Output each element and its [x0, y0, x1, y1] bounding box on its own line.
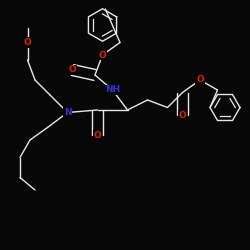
Text: O: O — [68, 66, 76, 74]
Text: O: O — [98, 50, 106, 59]
Text: O: O — [178, 110, 186, 120]
Text: O: O — [94, 130, 102, 140]
Text: O: O — [24, 38, 32, 47]
Text: N: N — [64, 108, 71, 117]
Text: O: O — [196, 76, 204, 84]
Text: NH: NH — [105, 86, 120, 94]
